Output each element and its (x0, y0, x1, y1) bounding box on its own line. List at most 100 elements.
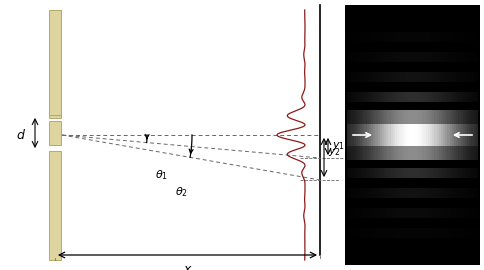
Bar (370, 228, 372, 238)
Bar (401, 188, 403, 198)
Bar (375, 124, 377, 146)
Bar (396, 32, 399, 42)
Bar (457, 32, 460, 42)
Bar (414, 72, 416, 82)
Bar (399, 32, 401, 42)
Bar (475, 32, 477, 42)
Bar (469, 110, 470, 124)
Bar (418, 168, 421, 178)
Bar (359, 110, 362, 124)
Bar (392, 32, 394, 42)
Bar (425, 72, 427, 82)
Bar (370, 110, 372, 124)
Bar (470, 188, 473, 198)
Bar (405, 228, 408, 238)
Bar (460, 146, 462, 160)
Bar (362, 32, 363, 42)
Bar (348, 228, 350, 238)
Bar (455, 32, 457, 42)
Bar (470, 92, 473, 102)
Bar (401, 32, 403, 42)
Bar (462, 168, 464, 178)
Bar (425, 52, 427, 62)
Bar (449, 52, 451, 62)
Bar (357, 146, 359, 160)
Bar (396, 52, 399, 62)
Bar (453, 72, 455, 82)
Bar (368, 92, 370, 102)
Bar (405, 124, 408, 146)
Bar (388, 110, 390, 124)
Bar (379, 52, 381, 62)
Bar (396, 124, 399, 146)
Bar (447, 188, 449, 198)
Bar (375, 228, 377, 238)
Bar (388, 228, 390, 238)
Bar (427, 124, 429, 146)
Bar (388, 92, 390, 102)
Bar (381, 228, 383, 238)
Bar (381, 168, 383, 178)
Bar (403, 52, 405, 62)
Bar (421, 72, 423, 82)
Bar (375, 208, 377, 218)
Bar (447, 32, 449, 42)
Bar (394, 188, 396, 198)
Bar (405, 52, 408, 62)
Bar (368, 228, 370, 238)
Bar (438, 92, 440, 102)
Bar (449, 124, 451, 146)
Bar (409, 52, 412, 62)
Bar (348, 146, 350, 160)
Bar (399, 52, 401, 62)
Bar (377, 168, 379, 178)
Bar (431, 188, 434, 198)
Bar (473, 52, 475, 62)
Bar (444, 72, 447, 82)
Bar (455, 228, 457, 238)
Bar (405, 146, 408, 160)
Bar (359, 228, 362, 238)
Bar (412, 124, 414, 146)
Bar (436, 146, 438, 160)
Bar (464, 146, 466, 160)
Bar (427, 208, 429, 218)
Bar (427, 146, 429, 160)
Bar (460, 124, 462, 146)
Bar (368, 146, 370, 160)
Bar (357, 188, 359, 198)
Bar (418, 72, 421, 82)
Bar (416, 110, 418, 124)
Bar (449, 92, 451, 102)
Bar (418, 52, 421, 62)
Bar (469, 228, 470, 238)
Bar (394, 168, 396, 178)
Bar (405, 110, 408, 124)
Bar (457, 110, 460, 124)
Bar (359, 72, 362, 82)
Bar (396, 188, 399, 198)
Bar (440, 52, 442, 62)
Bar (348, 124, 350, 146)
Bar (375, 188, 377, 198)
Bar (438, 72, 440, 82)
Bar (462, 110, 464, 124)
Bar (442, 110, 444, 124)
Bar (381, 188, 383, 198)
Bar (368, 188, 370, 198)
Bar (385, 32, 388, 42)
Bar (444, 92, 447, 102)
Bar (385, 188, 388, 198)
Bar (379, 146, 381, 160)
Bar (392, 110, 394, 124)
Bar (440, 124, 442, 146)
Bar (462, 32, 464, 42)
Bar (429, 124, 431, 146)
Bar (366, 146, 368, 160)
Bar (350, 208, 353, 218)
Bar (473, 208, 475, 218)
Bar (416, 92, 418, 102)
Bar (381, 146, 383, 160)
Bar (375, 92, 377, 102)
Bar (423, 208, 425, 218)
